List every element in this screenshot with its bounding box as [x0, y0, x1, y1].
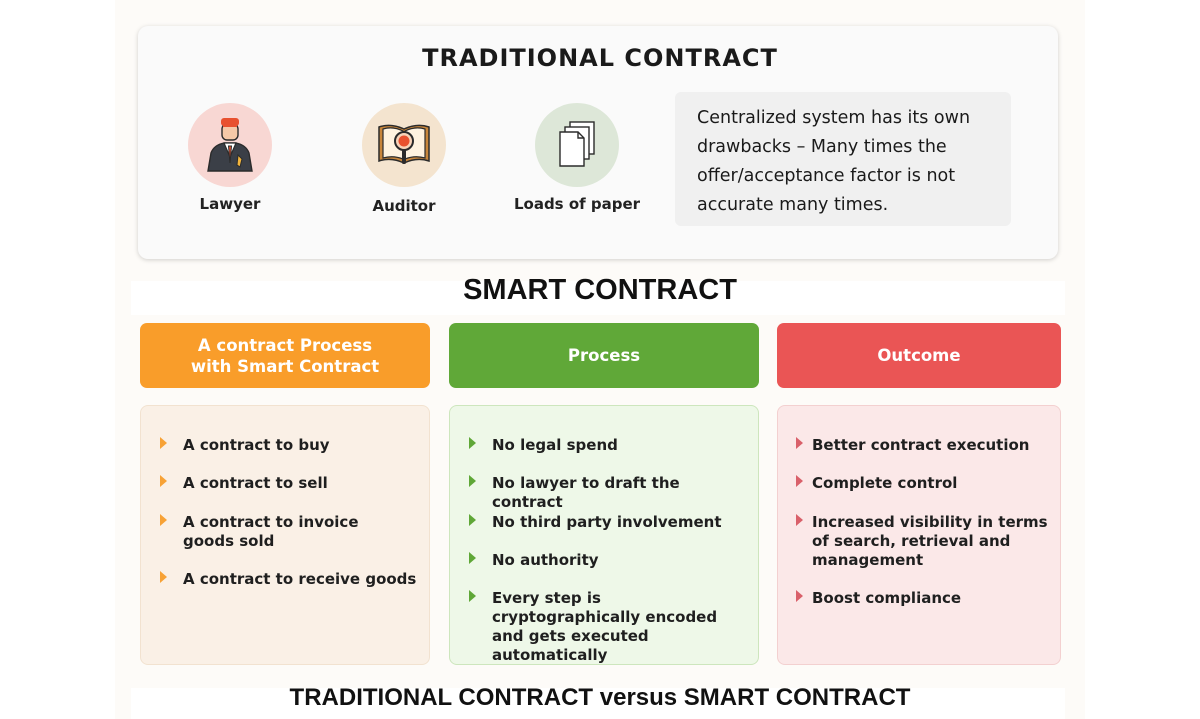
list-item: No lawyer to draft the contract: [469, 474, 752, 512]
column-header-contract-process: A contract Process with Smart Contract: [140, 323, 430, 388]
column-header-outcome: Outcome: [777, 323, 1061, 388]
lawyer-icon: [188, 103, 272, 187]
role-label: Auditor: [372, 197, 436, 215]
bullet-arrow-icon: [160, 475, 167, 487]
role-label: Loads of paper: [513, 195, 641, 213]
footer-band: [131, 688, 1065, 719]
list-item: Better contract execution: [796, 436, 1048, 455]
list-item: No authority: [469, 551, 752, 570]
bullet-arrow-icon: [469, 475, 476, 487]
smart-contract-title: SMART CONTRACT: [463, 274, 737, 306]
traditional-contract-title: TRADITIONAL CONTRACT: [422, 44, 778, 72]
list-item: Increased visibility in terms of search,…: [796, 513, 1048, 570]
list-item: A contract to buy: [160, 436, 413, 455]
drawbacks-note: Centralized system has its own drawbacks…: [675, 92, 1011, 226]
bullet-arrow-icon: [160, 437, 167, 449]
list-item: No third party involvement: [469, 513, 752, 532]
list-item: No legal spend: [469, 436, 752, 455]
magnifier-book-icon: [362, 103, 446, 187]
bullet-arrow-icon: [160, 514, 167, 526]
list-item: Complete control: [796, 474, 1048, 493]
documents-icon: [535, 103, 619, 187]
bullet-arrow-icon: [796, 590, 803, 602]
bullet-arrow-icon: [796, 437, 803, 449]
bullet-arrow-icon: [469, 552, 476, 564]
list-item: Every step is cryptographically encoded …: [469, 589, 748, 665]
bullet-arrow-icon: [796, 514, 803, 526]
column-body-process: No legal spend No lawyer to draft the co…: [449, 405, 759, 665]
list-item: A contract to receive goods: [160, 570, 423, 589]
bullet-arrow-icon: [160, 571, 167, 583]
column-body-outcome: Better contract execution Complete contr…: [777, 405, 1061, 665]
column-body-contract-process: A contract to buy A contract to sell A c…: [140, 405, 430, 665]
smart-title-band: [131, 281, 1065, 315]
footer-title: TRADITIONAL CONTRACT versus SMART CONTRA…: [289, 684, 911, 711]
bullet-arrow-icon: [469, 437, 476, 449]
list-item: Boost compliance: [796, 589, 1048, 608]
list-item: A contract to sell: [160, 474, 413, 493]
bullet-arrow-icon: [469, 590, 476, 602]
role-label: Lawyer: [199, 195, 261, 213]
role-lawyer: Lawyer: [160, 103, 300, 213]
column-header-process: Process: [449, 323, 759, 388]
bullet-arrow-icon: [469, 514, 476, 526]
role-paper: Loads of paper: [507, 103, 647, 213]
list-item: A contract to invoice goods sold: [160, 513, 373, 551]
bullet-arrow-icon: [796, 475, 803, 487]
role-auditor: Auditor: [334, 103, 474, 215]
